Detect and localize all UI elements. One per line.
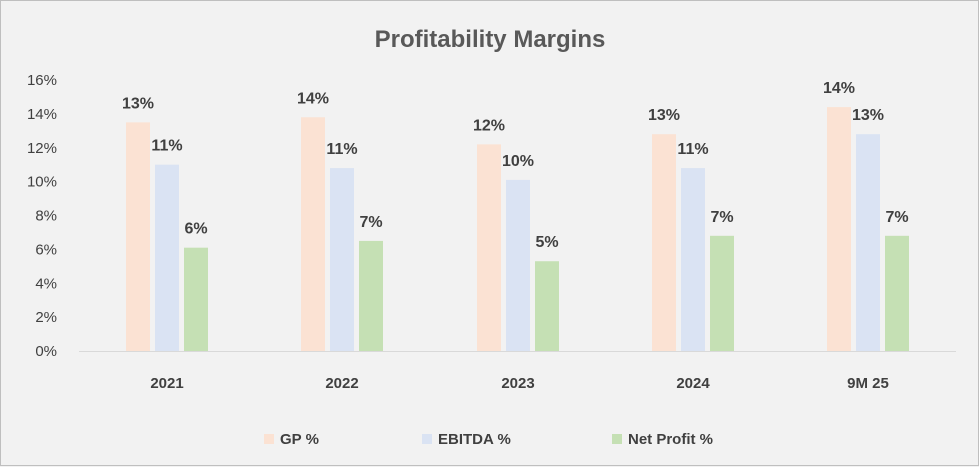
y-tick-label: 16% — [27, 72, 57, 89]
x-tick-label: 2021 — [150, 375, 183, 392]
y-tick-label: 12% — [27, 140, 57, 157]
legend-label: Net Profit % — [628, 431, 713, 448]
data-label: 14% — [823, 80, 855, 97]
legend: GP % EBITDA % Net Profit % — [264, 431, 713, 448]
y-tick-label: 2% — [35, 309, 57, 326]
bar — [301, 117, 325, 351]
x-tick-label: 2024 — [676, 375, 710, 392]
bar — [710, 235, 734, 351]
legend-swatch — [422, 434, 432, 444]
x-tick-label: 9M 25 — [847, 375, 889, 392]
data-label: 13% — [122, 95, 154, 112]
data-label: 11% — [151, 138, 182, 155]
y-tick-label: 4% — [35, 275, 57, 292]
bar — [856, 134, 880, 351]
data-label: 5% — [535, 234, 558, 251]
bar — [827, 107, 851, 351]
data-label: 10% — [502, 153, 534, 170]
data-label: 7% — [710, 209, 733, 226]
y-tick-label: 6% — [35, 241, 57, 258]
bar — [330, 168, 354, 351]
data-label: 11% — [326, 141, 357, 158]
chart-title: Profitability Margins — [375, 26, 606, 53]
bar — [359, 240, 383, 351]
y-tick-label: 14% — [27, 106, 57, 123]
data-label: 13% — [852, 107, 884, 124]
data-label: 7% — [359, 214, 382, 231]
y-tick-label: 10% — [27, 174, 57, 191]
data-label: 12% — [473, 117, 505, 134]
legend-swatch — [264, 434, 274, 444]
bar — [506, 179, 530, 351]
bar — [652, 134, 676, 351]
y-tick-label: 8% — [35, 208, 57, 225]
x-axis: 2021 2022 2023 2024 9M 25 — [79, 351, 956, 392]
bar — [155, 164, 179, 351]
legend-swatch — [612, 434, 622, 444]
bar — [535, 261, 559, 351]
bar — [885, 235, 909, 351]
bar — [477, 144, 501, 351]
x-tick-label: 2023 — [501, 375, 534, 392]
data-label: 13% — [648, 107, 680, 124]
data-label: 7% — [885, 209, 908, 226]
data-label: 6% — [184, 221, 207, 238]
y-tick-label: 0% — [35, 343, 57, 360]
y-axis: 0% 2% 4% 6% 8% 10% 12% 14% 16% — [27, 72, 57, 360]
data-label: 11% — [677, 141, 708, 158]
data-label: 14% — [297, 90, 329, 107]
bar — [184, 247, 208, 351]
bar — [681, 168, 705, 351]
legend-label: EBITDA % — [438, 431, 511, 448]
bar-series: 13% 14% 12% 13% 14% 11% 11% 10% 11% 13% 6% 7% 5% 7% 7% — [122, 80, 909, 351]
legend-label: GP % — [280, 431, 319, 448]
bar — [126, 122, 150, 351]
x-tick-label: 2022 — [325, 375, 358, 392]
